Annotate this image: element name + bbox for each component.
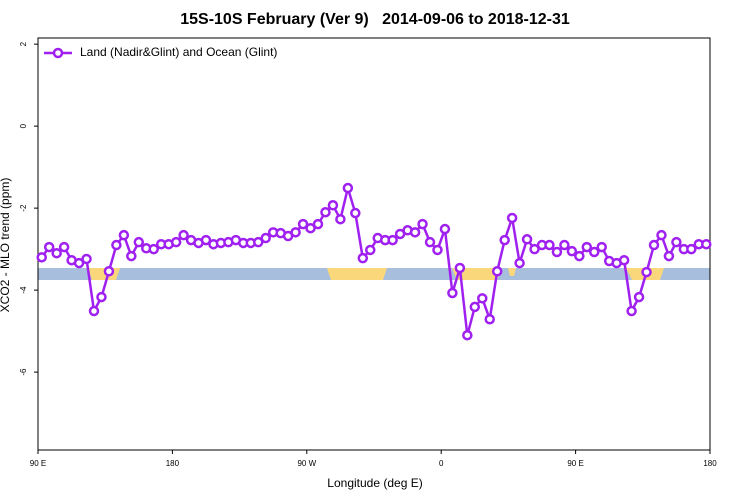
data-point — [103, 266, 115, 277]
chart-title: 15S-10S February (Ver 9) 2014-09-06 to 2… — [180, 11, 570, 28]
data-point — [701, 238, 712, 250]
legend-marker — [52, 47, 64, 59]
data-point — [618, 254, 630, 266]
data-point — [73, 257, 85, 269]
data-point — [499, 234, 510, 246]
data-point — [148, 243, 159, 255]
data-point — [111, 239, 122, 251]
legend-label: Land (Nadir&Glint) and Ocean (Glint) — [80, 45, 277, 59]
data-point — [626, 305, 637, 317]
data-point — [260, 232, 271, 244]
data-point — [506, 212, 518, 224]
data-point — [514, 257, 525, 269]
x-tick-label: 90 E — [30, 459, 46, 468]
data-point — [357, 252, 369, 264]
data-point — [327, 200, 339, 211]
data-point — [88, 305, 100, 317]
data-point — [417, 218, 428, 230]
data-point — [491, 266, 503, 277]
data-point — [469, 301, 481, 313]
data-point — [290, 227, 301, 238]
data-point — [477, 293, 488, 304]
data-point — [387, 234, 398, 246]
data-point — [529, 243, 540, 255]
data-point — [200, 234, 212, 246]
data-point — [118, 229, 130, 241]
data-point — [178, 229, 189, 241]
data-point — [350, 207, 361, 219]
data-point — [305, 222, 316, 234]
data-point — [342, 182, 354, 194]
data-point — [253, 236, 264, 248]
data-point — [544, 239, 555, 251]
data-point — [686, 243, 697, 255]
data-point — [312, 218, 324, 230]
data-point — [551, 246, 563, 258]
data-point — [320, 206, 331, 218]
data-point — [559, 239, 570, 251]
land-strip — [508, 268, 516, 276]
x-axis-label: Longitude (deg E) — [327, 476, 422, 490]
x-tick-label: 0 — [439, 459, 444, 468]
data-point — [521, 234, 533, 245]
data-point — [335, 213, 346, 225]
data-point — [484, 313, 495, 325]
x-tick-label: 90 W — [297, 459, 316, 468]
data-point — [574, 250, 585, 262]
data-point — [126, 250, 137, 262]
data-point — [633, 291, 645, 303]
land-strip — [452, 268, 502, 280]
data-point — [432, 244, 443, 256]
data-point — [589, 246, 600, 258]
x-tick-label: 180 — [166, 459, 180, 468]
data-point — [170, 236, 182, 248]
land-strip — [327, 268, 387, 280]
data-point — [365, 244, 376, 256]
data-point — [96, 291, 107, 303]
data-point — [462, 329, 473, 341]
data-point — [297, 218, 309, 230]
data-point — [36, 252, 47, 263]
y-tick-label: 0 — [19, 123, 28, 128]
data-point — [566, 245, 578, 257]
data-point — [648, 239, 660, 251]
y-tick-label: -2 — [19, 204, 28, 212]
y-tick-label: -4 — [19, 286, 28, 294]
data-point — [596, 241, 607, 253]
data-point — [581, 241, 593, 253]
data-point — [656, 229, 667, 241]
data-point — [133, 236, 145, 248]
x-tick-label: 90 E — [567, 459, 583, 468]
legend-item: Land (Nadir&Glint) and Ocean (Glint) — [44, 45, 277, 59]
data-point — [43, 241, 55, 253]
data-point — [409, 227, 421, 238]
x-tick-label: 180 — [703, 459, 717, 468]
data-point — [663, 250, 675, 262]
data-point — [671, 236, 682, 248]
y-axis-label: XCO2 - MLO trend (ppm) — [0, 178, 12, 313]
data-point — [58, 241, 70, 253]
data-point — [51, 247, 62, 259]
data-point — [447, 287, 458, 299]
data-point — [81, 253, 92, 265]
y-tick-label: 2 — [19, 41, 28, 46]
data-point — [641, 266, 652, 278]
data-point — [454, 262, 466, 274]
data-point — [424, 236, 436, 248]
data-point — [439, 223, 451, 235]
surface-strip — [38, 268, 710, 280]
y-tick-label: -6 — [19, 368, 28, 376]
